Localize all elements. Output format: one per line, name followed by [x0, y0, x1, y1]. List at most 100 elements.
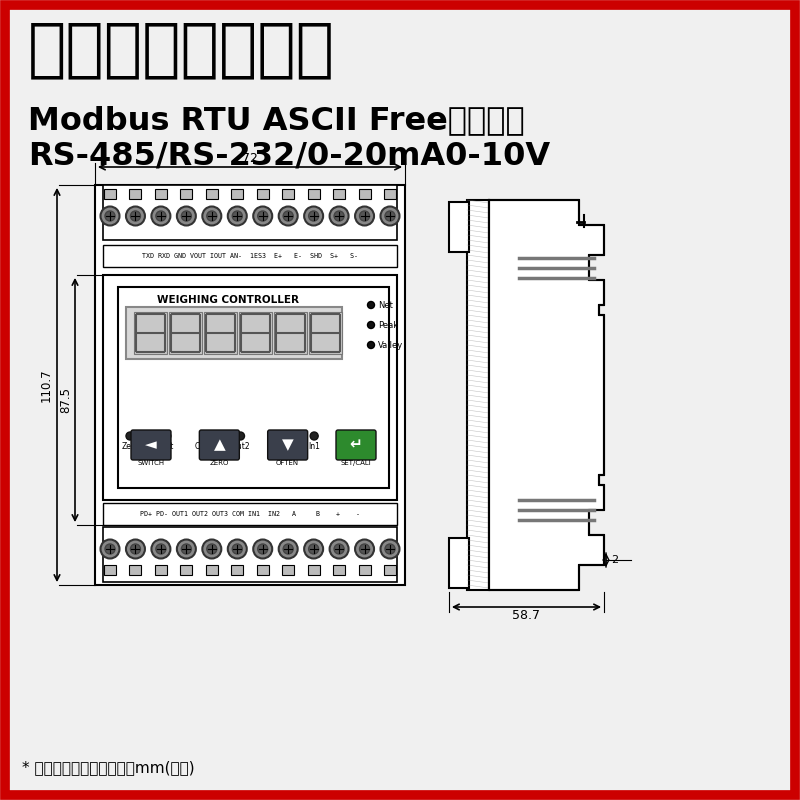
Text: Out3: Out3	[268, 442, 286, 451]
Text: Valley: Valley	[378, 342, 403, 350]
Bar	[204, 312, 237, 354]
Bar	[282, 189, 294, 199]
Bar	[169, 312, 202, 354]
Text: In2: In2	[345, 442, 357, 451]
Circle shape	[202, 206, 222, 226]
Circle shape	[258, 544, 268, 554]
Bar	[134, 312, 167, 354]
Circle shape	[177, 206, 196, 226]
Text: Mot: Mot	[160, 442, 174, 451]
Text: WEIGHING CONTROLLER: WEIGHING CONTROLLER	[157, 295, 299, 305]
Text: ZERO: ZERO	[210, 460, 229, 466]
Circle shape	[278, 539, 298, 558]
Circle shape	[228, 206, 246, 226]
Bar	[103, 185, 397, 240]
Text: Peak: Peak	[378, 322, 398, 330]
Text: Net: Net	[378, 302, 393, 310]
Circle shape	[101, 539, 119, 558]
Bar	[95, 185, 405, 585]
Bar	[449, 538, 469, 588]
Bar	[282, 565, 294, 575]
Circle shape	[278, 206, 298, 226]
Text: ↵: ↵	[350, 438, 362, 453]
Bar	[274, 312, 307, 354]
Circle shape	[105, 544, 115, 554]
FancyBboxPatch shape	[268, 430, 308, 460]
Text: 87.5: 87.5	[59, 387, 72, 413]
Circle shape	[283, 544, 293, 554]
Bar	[206, 565, 218, 575]
Bar	[155, 565, 167, 575]
Circle shape	[228, 539, 246, 558]
Circle shape	[330, 206, 349, 226]
Circle shape	[232, 211, 242, 221]
Bar	[308, 565, 320, 575]
Text: 110.7: 110.7	[40, 368, 53, 402]
Circle shape	[126, 206, 145, 226]
Circle shape	[359, 211, 370, 221]
Bar	[231, 189, 243, 199]
Text: ▲: ▲	[214, 438, 226, 453]
FancyBboxPatch shape	[199, 430, 239, 460]
Circle shape	[274, 432, 282, 440]
Circle shape	[334, 544, 344, 554]
Bar	[130, 565, 142, 575]
Circle shape	[359, 544, 370, 554]
Bar	[180, 565, 192, 575]
Circle shape	[309, 544, 318, 554]
Circle shape	[385, 544, 395, 554]
Circle shape	[151, 206, 170, 226]
Text: 2: 2	[611, 555, 618, 565]
Text: TXD RXD GND VOUT IOUT AN-  1ES3  E+   E-  SHD  S+   S-: TXD RXD GND VOUT IOUT AN- 1ES3 E+ E- SHD…	[142, 253, 358, 259]
Circle shape	[381, 206, 399, 226]
Circle shape	[126, 432, 134, 440]
Circle shape	[105, 211, 115, 221]
Text: 58.7: 58.7	[512, 609, 540, 622]
Bar	[467, 200, 489, 590]
Circle shape	[156, 544, 166, 554]
Bar	[384, 565, 396, 575]
Circle shape	[355, 539, 374, 558]
Circle shape	[163, 432, 171, 440]
FancyBboxPatch shape	[336, 430, 376, 460]
Circle shape	[254, 539, 272, 558]
Bar	[155, 189, 167, 199]
Circle shape	[347, 432, 355, 440]
Text: SET/CALI: SET/CALI	[341, 460, 371, 466]
Text: Out2: Out2	[231, 442, 250, 451]
Circle shape	[367, 342, 374, 349]
Circle shape	[182, 544, 191, 554]
Text: Zero: Zero	[121, 442, 139, 451]
Circle shape	[310, 432, 318, 440]
Bar	[239, 312, 272, 354]
Circle shape	[101, 206, 119, 226]
Circle shape	[283, 211, 293, 221]
Circle shape	[355, 206, 374, 226]
Circle shape	[381, 539, 399, 558]
Circle shape	[202, 539, 222, 558]
Text: Modbus RTU ASCII Free自由协议: Modbus RTU ASCII Free自由协议	[28, 105, 525, 136]
Bar	[103, 245, 397, 267]
Circle shape	[182, 211, 191, 221]
Bar	[206, 189, 218, 199]
Circle shape	[304, 206, 323, 226]
Circle shape	[367, 322, 374, 329]
Circle shape	[237, 432, 245, 440]
Circle shape	[177, 539, 196, 558]
Bar	[309, 312, 342, 354]
Text: OFTEN: OFTEN	[276, 460, 299, 466]
Circle shape	[207, 211, 217, 221]
FancyBboxPatch shape	[131, 430, 171, 460]
Text: Out1: Out1	[194, 442, 213, 451]
Text: In1: In1	[308, 442, 320, 451]
Bar	[333, 565, 345, 575]
Text: RS-485/RS-232/0-20mA0-10V: RS-485/RS-232/0-20mA0-10V	[28, 140, 550, 171]
Bar	[130, 189, 142, 199]
Bar	[358, 565, 370, 575]
Bar	[231, 565, 243, 575]
Bar	[103, 527, 397, 582]
Text: ◄: ◄	[145, 438, 157, 453]
Circle shape	[304, 539, 323, 558]
Circle shape	[130, 211, 141, 221]
Bar	[104, 565, 116, 575]
